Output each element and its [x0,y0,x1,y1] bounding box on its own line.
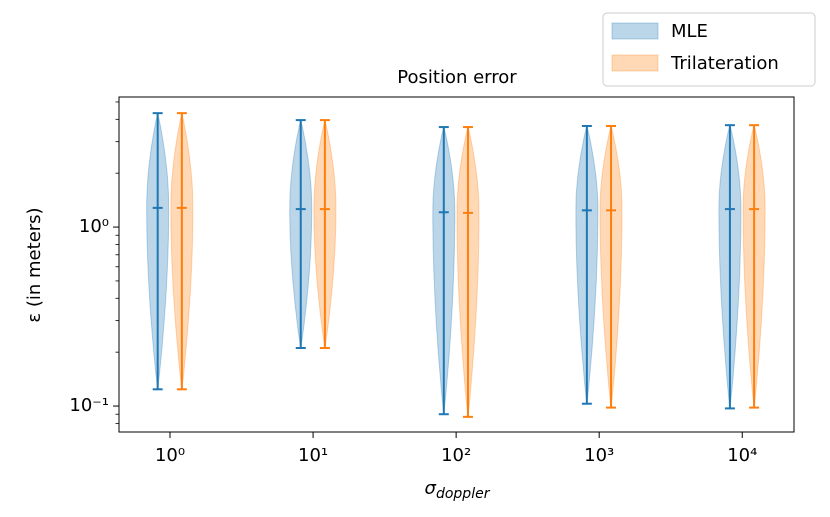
x-axis-label: σdoppler [425,478,491,502]
y-tick-label: 10⁻¹ [69,395,109,416]
x-tick-label: 10² [441,445,471,466]
x-tick-label: 10⁰ [155,445,185,466]
legend-box [602,12,816,87]
y-axis-label: ε (in meters) [24,207,45,322]
y-tick-label: 10⁰ [79,216,109,237]
x-tick-label: 10⁴ [727,445,757,466]
x-label-subscript: doppler [436,486,491,502]
legend-label: MLE [671,21,708,42]
x-tick-label: 10³ [584,445,614,466]
legend-swatch [611,22,659,40]
legend-swatch [611,54,659,72]
x-label-symbol: σ [425,478,437,499]
legend-label: Trilateration [670,53,779,74]
x-tick-label: 10¹ [298,445,328,466]
chart-title: Position error [397,67,517,88]
plot-frame [118,96,795,433]
